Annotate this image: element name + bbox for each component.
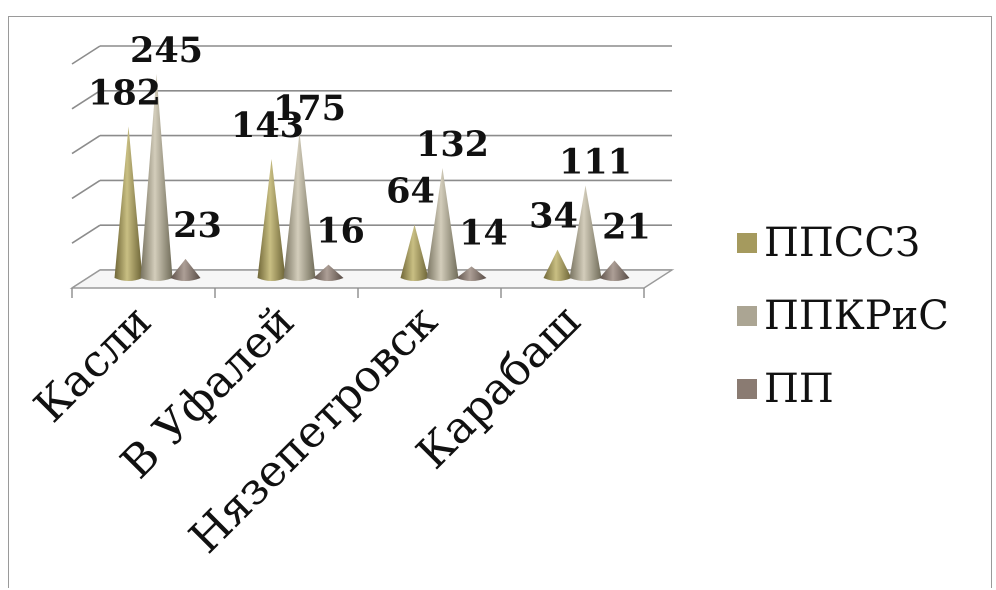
cone-0-0 xyxy=(114,126,143,281)
data-label: 245 xyxy=(130,30,203,71)
data-label: 23 xyxy=(173,205,222,246)
cone-2-0 xyxy=(170,258,201,281)
data-label: 143 xyxy=(231,105,304,146)
legend-label: ППКРиС xyxy=(764,293,949,339)
cone-2-3 xyxy=(599,260,630,281)
data-label: 14 xyxy=(459,212,508,253)
data-labels: 182 143 64 34 245 175 132 111 23 16 14 21 xyxy=(88,30,651,253)
gridline-side xyxy=(71,134,101,155)
legend: ППССЗ ППКРиС ПП xyxy=(737,220,949,412)
cone-1-0 xyxy=(140,73,173,281)
data-label: 132 xyxy=(416,124,489,165)
legend-swatch xyxy=(737,379,757,399)
legend-swatch xyxy=(737,306,757,326)
chart-floor xyxy=(69,269,675,298)
gridline-side xyxy=(71,179,101,200)
gridline-side xyxy=(71,45,101,65)
data-label: 34 xyxy=(529,196,578,237)
data-label: 182 xyxy=(88,72,161,113)
data-label: 16 xyxy=(316,211,365,252)
cone-2-1 xyxy=(313,264,344,281)
cone-2-2 xyxy=(456,266,487,281)
cone-1-1 xyxy=(283,132,316,281)
cones xyxy=(114,73,630,281)
gridline-side xyxy=(71,224,101,244)
data-label: 21 xyxy=(602,207,651,248)
cone-1-3 xyxy=(569,185,602,281)
data-label: 111 xyxy=(559,142,632,183)
legend-swatch xyxy=(737,233,757,253)
category-label: Нязепетровск xyxy=(180,296,448,564)
legend-label: ППССЗ xyxy=(764,220,920,266)
chart-frame xyxy=(8,16,992,588)
data-label: 64 xyxy=(386,171,435,212)
cone-0-3 xyxy=(543,249,572,281)
cone-0-2 xyxy=(400,224,429,281)
category-label: Касли xyxy=(25,296,162,433)
gridline-side xyxy=(71,90,101,110)
legend-label: ПП xyxy=(764,366,834,412)
data-label: 175 xyxy=(273,88,346,129)
cone-1-2 xyxy=(426,168,459,281)
cone-0-1 xyxy=(257,158,286,281)
